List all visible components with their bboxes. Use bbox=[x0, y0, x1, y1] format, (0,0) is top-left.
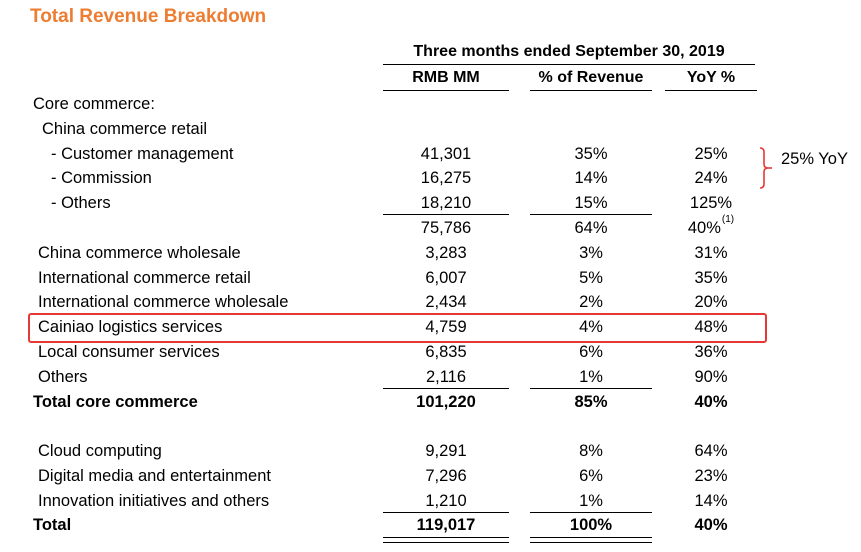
rmb-value: 9,291 bbox=[425, 442, 467, 460]
table-row-international-commerce-retail: International commerce retail 6,007 5% 3… bbox=[0, 266, 861, 291]
row-label: Total core commerce bbox=[33, 393, 198, 411]
yoy-value: 25% bbox=[694, 145, 728, 163]
row-label: - Customer management bbox=[51, 145, 234, 163]
subtotal-rule-rmb bbox=[383, 214, 509, 215]
row-label: China commerce wholesale bbox=[38, 244, 241, 262]
row-label: Digital media and entertainment bbox=[38, 467, 271, 485]
row-label: - Commission bbox=[51, 169, 152, 187]
pct-value: 1% bbox=[579, 368, 603, 386]
yoy-value: 35% bbox=[694, 269, 728, 287]
table-row-total-core-commerce: Total core commerce 101,220 85% 40% bbox=[0, 390, 861, 415]
rmb-value: 16,275 bbox=[420, 169, 472, 187]
pct-value: 35% bbox=[574, 145, 608, 163]
pct-value: 1% bbox=[579, 492, 603, 510]
column-header-pct-underline bbox=[530, 90, 652, 91]
subtotal-rule-pct bbox=[530, 214, 652, 215]
table-row-total: Total 119,017 100% 40% bbox=[0, 513, 861, 538]
highlight-box bbox=[28, 313, 767, 343]
total-core-rule-rmb bbox=[383, 388, 509, 389]
period-underline bbox=[383, 64, 755, 65]
pct-value: 2% bbox=[579, 293, 603, 311]
row-label: Local consumer services bbox=[38, 343, 220, 361]
table-row-cainiao-logistics: Cainiao logistics services 4,759 4% 48% bbox=[0, 315, 861, 340]
yoy-value: 48% bbox=[694, 318, 728, 336]
table-row-commission: - Commission 16,275 14% 24% bbox=[0, 166, 861, 191]
table-row-china-commerce-retail-heading: China commerce retail bbox=[0, 117, 861, 142]
pct-value: 14% bbox=[574, 169, 608, 187]
column-header-yoy-underline bbox=[665, 90, 757, 91]
table-row-core-commerce-heading: Core commerce: bbox=[0, 92, 861, 117]
footnote-marker: (1) bbox=[721, 214, 735, 225]
rmb-value: 6,007 bbox=[425, 269, 467, 287]
row-label: International commerce wholesale bbox=[38, 293, 289, 311]
rmb-value: 4,759 bbox=[425, 318, 467, 336]
pct-value: 6% bbox=[579, 343, 603, 361]
table-row-others: Others 2,116 1% 90% bbox=[0, 365, 861, 390]
row-label: Core commerce: bbox=[33, 95, 155, 113]
rmb-value: 18,210 bbox=[420, 194, 472, 212]
yoy-value: 40% bbox=[694, 393, 728, 411]
column-header-yoy: YoY % bbox=[686, 69, 736, 86]
total-core-rule-pct bbox=[530, 388, 652, 389]
table-row-cloud-computing: Cloud computing 9,291 8% 64% bbox=[0, 439, 861, 464]
yoy-value: 64% bbox=[694, 442, 728, 460]
total-rule-pct bbox=[530, 512, 652, 513]
row-label: Innovation initiatives and others bbox=[38, 492, 270, 510]
bracket-icon bbox=[759, 147, 772, 189]
bracket-label: 25% YoY bbox=[781, 150, 848, 168]
row-label: Total bbox=[33, 516, 72, 534]
rmb-value: 7,296 bbox=[425, 467, 467, 485]
yoy-value: 125% bbox=[689, 194, 733, 212]
table-row-customer-management: - Customer management 41,301 35% 25% bbox=[0, 142, 861, 167]
table-row-international-commerce-wholesale: International commerce wholesale 2,434 2… bbox=[0, 290, 861, 315]
pct-value: 8% bbox=[579, 442, 603, 460]
table-row-china-commerce-wholesale: China commerce wholesale 3,283 3% 31% bbox=[0, 241, 861, 266]
rmb-value: 2,434 bbox=[425, 293, 467, 311]
row-label: China commerce retail bbox=[42, 120, 208, 138]
total-double-rule-pct bbox=[530, 537, 652, 543]
yoy-value: 24% bbox=[694, 169, 728, 187]
pct-value: 5% bbox=[579, 269, 603, 287]
yoy-value: 23% bbox=[694, 467, 728, 485]
row-label: International commerce retail bbox=[38, 269, 251, 287]
yoy-value: 40% bbox=[694, 516, 728, 534]
yoy-value: 31% bbox=[694, 244, 728, 262]
rmb-value: 41,301 bbox=[420, 145, 472, 163]
pct-value: 4% bbox=[579, 318, 603, 336]
rmb-value: 1,210 bbox=[425, 492, 467, 510]
rmb-value: 6,835 bbox=[425, 343, 467, 361]
yoy-value: 90% bbox=[694, 368, 728, 386]
table-row-china-retail-subtotal: 75,786 64% 40%(1) bbox=[0, 214, 861, 241]
table-row-innovation-initiatives: Innovation initiatives and others 1,210 … bbox=[0, 489, 861, 514]
row-label: Cloud computing bbox=[38, 442, 162, 460]
rmb-value: 3,283 bbox=[425, 244, 467, 262]
column-header-rmb-underline bbox=[383, 90, 509, 91]
total-double-rule-rmb bbox=[383, 537, 509, 543]
pct-value: 85% bbox=[574, 393, 608, 411]
yoy-value: 36% bbox=[694, 343, 728, 361]
row-label: - Others bbox=[51, 194, 111, 212]
column-header-pct: % of Revenue bbox=[538, 69, 644, 86]
pct-value: 15% bbox=[574, 194, 608, 212]
pct-value: 100% bbox=[569, 516, 613, 534]
yoy-value: 40%(1) bbox=[687, 214, 735, 237]
rmb-value: 2,116 bbox=[425, 368, 467, 386]
rmb-value: 101,220 bbox=[416, 393, 476, 411]
yoy-value: 20% bbox=[694, 293, 728, 311]
page-title: Total Revenue Breakdown bbox=[30, 6, 267, 27]
table-row-local-consumer-services: Local consumer services 6,835 6% 36% bbox=[0, 340, 861, 365]
table-row-digital-media: Digital media and entertainment 7,296 6%… bbox=[0, 464, 861, 489]
table-row-others-retail: - Others 18,210 15% 125% bbox=[0, 191, 861, 216]
row-label: Cainiao logistics services bbox=[38, 318, 223, 336]
rmb-value: 119,017 bbox=[416, 516, 476, 534]
row-label: Others bbox=[38, 368, 88, 386]
pct-value: 3% bbox=[579, 244, 603, 262]
period-header: Three months ended September 30, 2019 bbox=[413, 43, 725, 60]
pct-value: 64% bbox=[574, 219, 608, 237]
total-rule-rmb bbox=[383, 512, 509, 513]
rmb-value: 75,786 bbox=[420, 219, 472, 237]
yoy-value: 14% bbox=[694, 492, 728, 510]
pct-value: 6% bbox=[579, 467, 603, 485]
column-header-rmb: RMB MM bbox=[412, 69, 480, 86]
